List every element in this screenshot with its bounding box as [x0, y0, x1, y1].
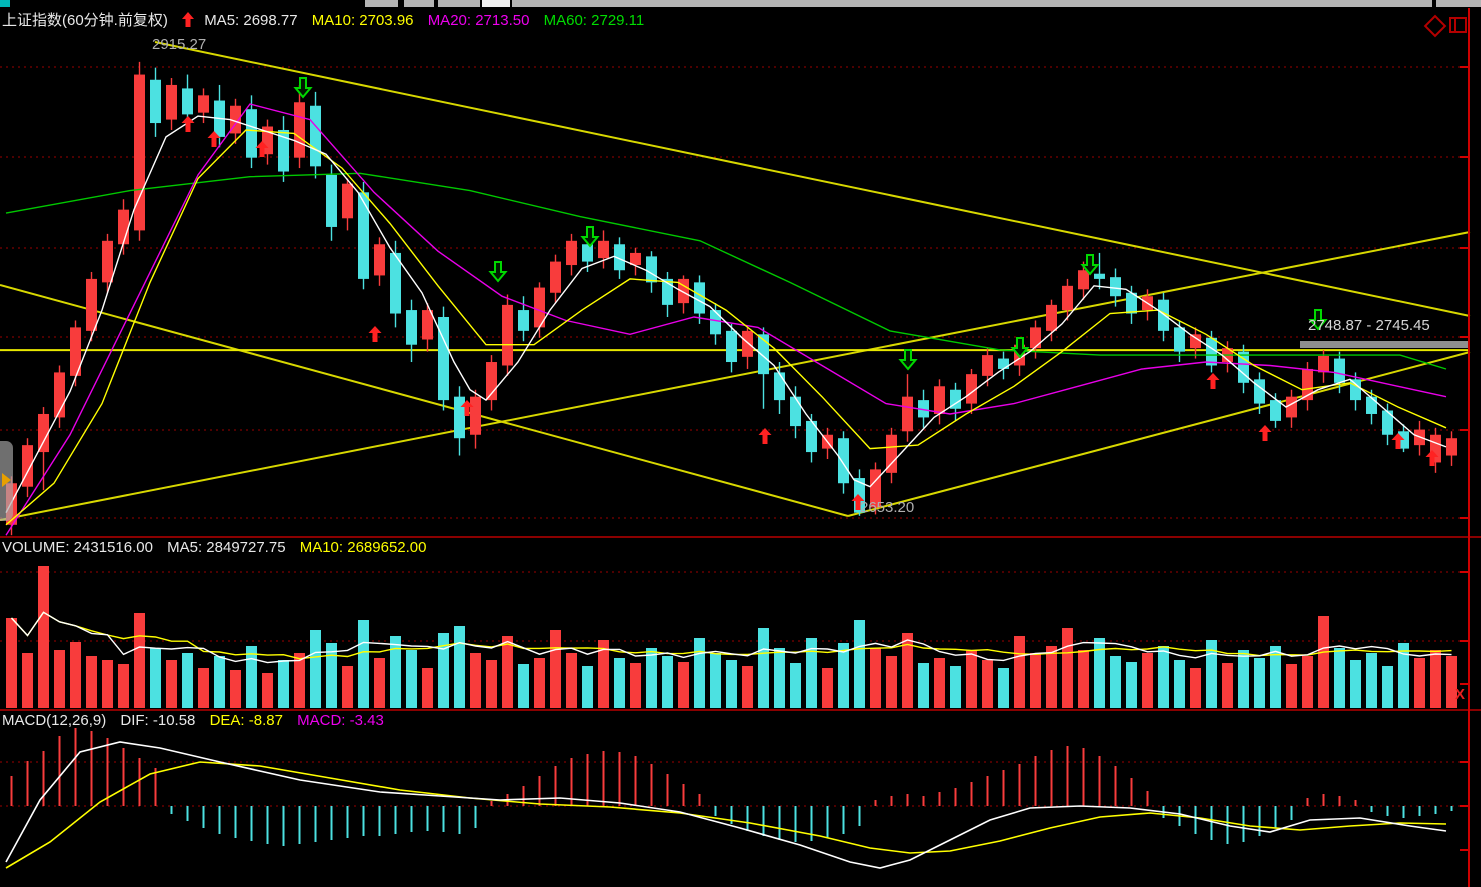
macd-params: MACD(12,26,9) — [2, 712, 107, 729]
window-chrome-fragment — [438, 0, 480, 7]
macd-panel-header: MACD(12,26,9) DIF: -10.58 DEA: -8.87 MAC… — [2, 712, 394, 729]
macd-layer — [5, 728, 1453, 869]
range-price-label: 2748.87 - 2745.45 — [1308, 317, 1430, 334]
ma10-value: MA10: 2703.96 — [311, 12, 414, 29]
price-panel-header: 上证指数(60分钟.前复权) MA5: 2698.77 MA10: 2703.9… — [2, 9, 654, 30]
axis-ticks-layer — [1460, 66, 1468, 851]
volume-panel-header: VOLUME: 2431516.00 MA5: 2849727.75 MA10:… — [2, 539, 437, 556]
dea-value: DEA: -8.87 — [209, 712, 283, 729]
macd-value: MACD: -3.43 — [297, 712, 384, 729]
ma20-value: MA20: 2713.50 — [427, 12, 530, 29]
window-chrome-fragment — [404, 0, 434, 7]
close-panel-icon[interactable]: X — [1455, 686, 1466, 703]
restore-window-icon[interactable] — [1449, 17, 1467, 33]
volume-ma5-value: MA5: 2849727.75 — [167, 539, 286, 556]
window-chrome-corner — [0, 0, 10, 7]
ma-lines-layer — [5, 103, 1447, 536]
window-chrome-fragment — [482, 0, 510, 7]
expand-arrow-icon — [2, 473, 11, 487]
signal-arrows-layer — [181, 77, 1439, 510]
ma5-value: MA5: 2698.77 — [204, 12, 298, 29]
window-chrome-fragment — [512, 0, 1432, 7]
low-price-label: 2653.20 — [860, 499, 915, 516]
volume-ma-layer — [10, 611, 1452, 664]
volume-bars-layer — [6, 566, 1457, 708]
volume-ma10-value: MA10: 2689652.00 — [299, 539, 427, 556]
sidebar-expander[interactable] — [0, 441, 13, 521]
volume-value: VOLUME: 2431516.00 — [2, 539, 153, 556]
dif-value: DIF: -10.58 — [120, 712, 196, 729]
candles-layer — [6, 61, 1457, 536]
gridlines-layer — [0, 66, 1462, 807]
panel-dividers — [0, 536, 1481, 711]
symbol-title: 上证指数(60分钟.前复权) — [2, 12, 168, 29]
up-arrow-icon — [182, 12, 198, 29]
right-axis-line — [1468, 8, 1470, 887]
window-chrome-fragment — [1436, 0, 1481, 7]
window-chrome-fragment — [365, 0, 398, 7]
peak-price-label: 2915.27 — [152, 36, 207, 53]
current-price-bar — [1300, 341, 1468, 348]
ma60-value: MA60: 2729.11 — [543, 12, 645, 29]
